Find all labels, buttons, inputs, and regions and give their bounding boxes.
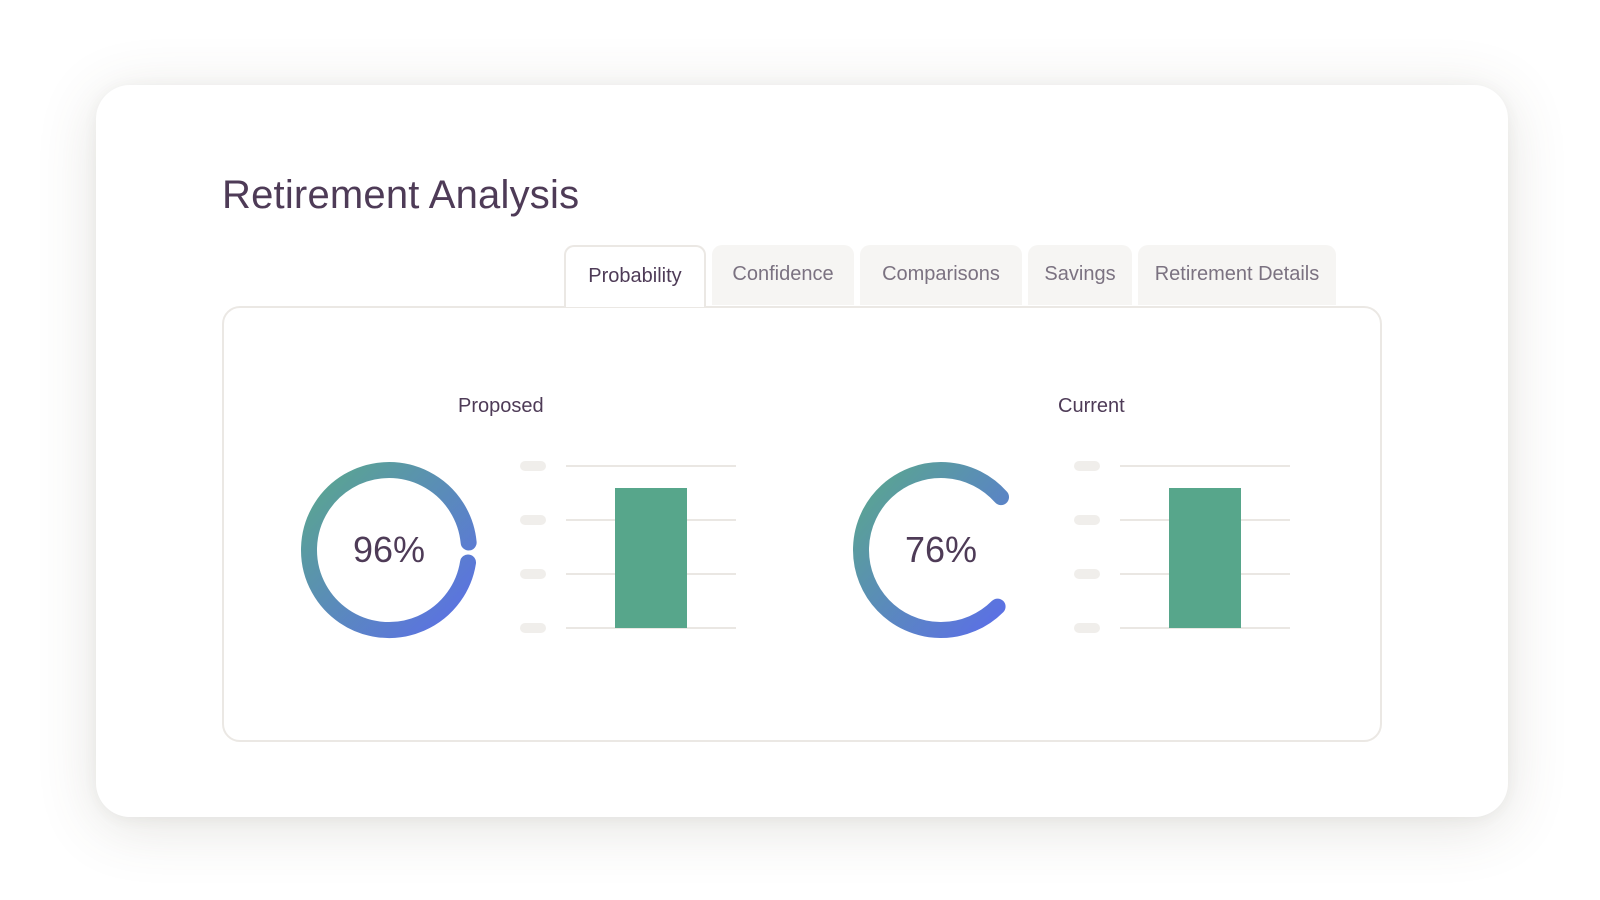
proposed-tick-placeholder-2 xyxy=(520,515,546,525)
tab-comparisons[interactable]: Comparisons xyxy=(860,245,1022,305)
proposed-label: Proposed xyxy=(458,395,544,417)
page-title: Retirement Analysis xyxy=(222,173,580,217)
proposed-tick-placeholder-3 xyxy=(520,569,546,579)
proposed-tick-placeholder-1 xyxy=(520,461,546,471)
proposed-donut: 96% xyxy=(294,455,484,645)
current-tick-placeholder-3 xyxy=(1074,569,1100,579)
probability-panel: Proposed 96% xyxy=(222,306,1382,742)
current-donut: 76% xyxy=(846,455,1036,645)
current-donut-svg xyxy=(853,462,1010,638)
tab-bar: Probability Confidence Comparisons Savin… xyxy=(96,245,1508,307)
tab-retirement-details[interactable]: Retirement Details xyxy=(1138,245,1336,305)
current-progress-arc xyxy=(853,462,1010,638)
current-bar-chart xyxy=(1074,461,1290,633)
proposed-bar xyxy=(615,488,687,628)
proposed-progress-arc xyxy=(301,462,477,639)
current-tick-placeholder-4 xyxy=(1074,623,1100,633)
current-tick-placeholder-2 xyxy=(1074,515,1100,525)
proposed-percent: 96% xyxy=(352,529,426,570)
current-label: Current xyxy=(1058,395,1125,417)
current-percent: 76% xyxy=(904,529,978,570)
proposed-donut-svg xyxy=(301,462,477,639)
proposed-bar-chart xyxy=(520,461,736,633)
proposed-tick-placeholder-4 xyxy=(520,623,546,633)
tab-probability[interactable]: Probability xyxy=(564,245,706,307)
analysis-card: Retirement Analysis Probability Confiden… xyxy=(96,85,1508,817)
tab-savings[interactable]: Savings xyxy=(1028,245,1132,305)
current-tick-placeholder-1 xyxy=(1074,461,1100,471)
current-bar xyxy=(1169,488,1241,628)
tab-confidence[interactable]: Confidence xyxy=(712,245,854,305)
